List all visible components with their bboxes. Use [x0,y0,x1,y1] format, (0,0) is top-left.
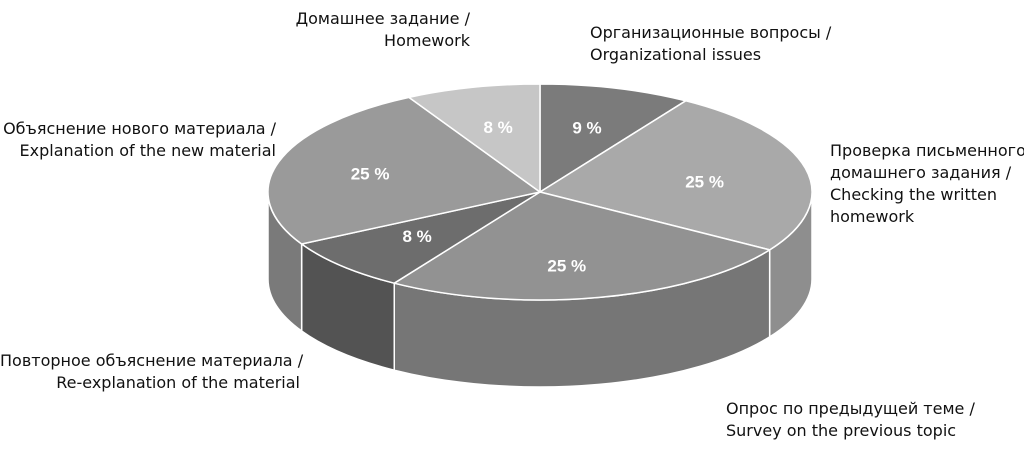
label-explanation-ru: Объяснение нового материала / [3,119,276,138]
pie-value-label-0: 9 % [572,119,601,138]
pie-value-label-5: 8 % [483,118,512,137]
pie-value-label-2: 25 % [547,256,586,275]
pie-top-faces [267,83,813,301]
label-survey-en: Survey on the previous topic [726,421,957,440]
pie-slice-4 [267,96,541,245]
label-checking-ru-1: Проверка письменного [830,141,1024,160]
pie-slice-1 [539,100,813,251]
label-organizational: Организационные вопросы / Organizational… [590,22,850,66]
label-reexplanation: Повторное объяснение материала / Re-expl… [0,350,304,394]
label-organizational-en: Organizational issues [590,45,762,64]
label-explanation: Объяснение нового материала / Explanatio… [0,118,276,162]
pie-value-label-3: 8 % [402,227,431,246]
pie-slice-2 [393,191,771,301]
pie-slice-5 [408,83,541,193]
label-reexplanation-en: Re-explanation of the material [56,373,300,392]
pie-value-labels: 9 % 25 % 25 % 8 % 25 % 8 % [351,118,724,275]
label-homework-en: Homework [384,31,470,50]
pie-slice-3 [300,191,541,284]
label-survey: Опрос по предыдущей теме / Survey on the… [726,398,1016,442]
label-survey-ru: Опрос по предыдущей теме / [726,399,975,418]
label-checking-en-2: homework [830,207,915,226]
label-homework-ru: Домашнее задание / [295,9,470,28]
label-checking-ru-2: домашнего задания / [830,163,1012,182]
pie-side-walls [267,191,813,388]
label-homework: Домашнее задание / Homework [270,8,470,52]
label-organizational-ru: Организационные вопросы / [590,23,832,42]
pie-value-label-4: 25 % [351,164,390,183]
label-checking: Проверка письменного домашнего задания /… [830,140,1024,228]
pie-value-label-1: 25 % [685,172,724,191]
pie-slice-0 [539,83,687,193]
label-checking-en-1: Checking the written [830,185,998,204]
label-reexplanation-ru: Повторное объяснение материала / [0,351,304,370]
label-explanation-en: Explanation of the new material [19,141,276,160]
